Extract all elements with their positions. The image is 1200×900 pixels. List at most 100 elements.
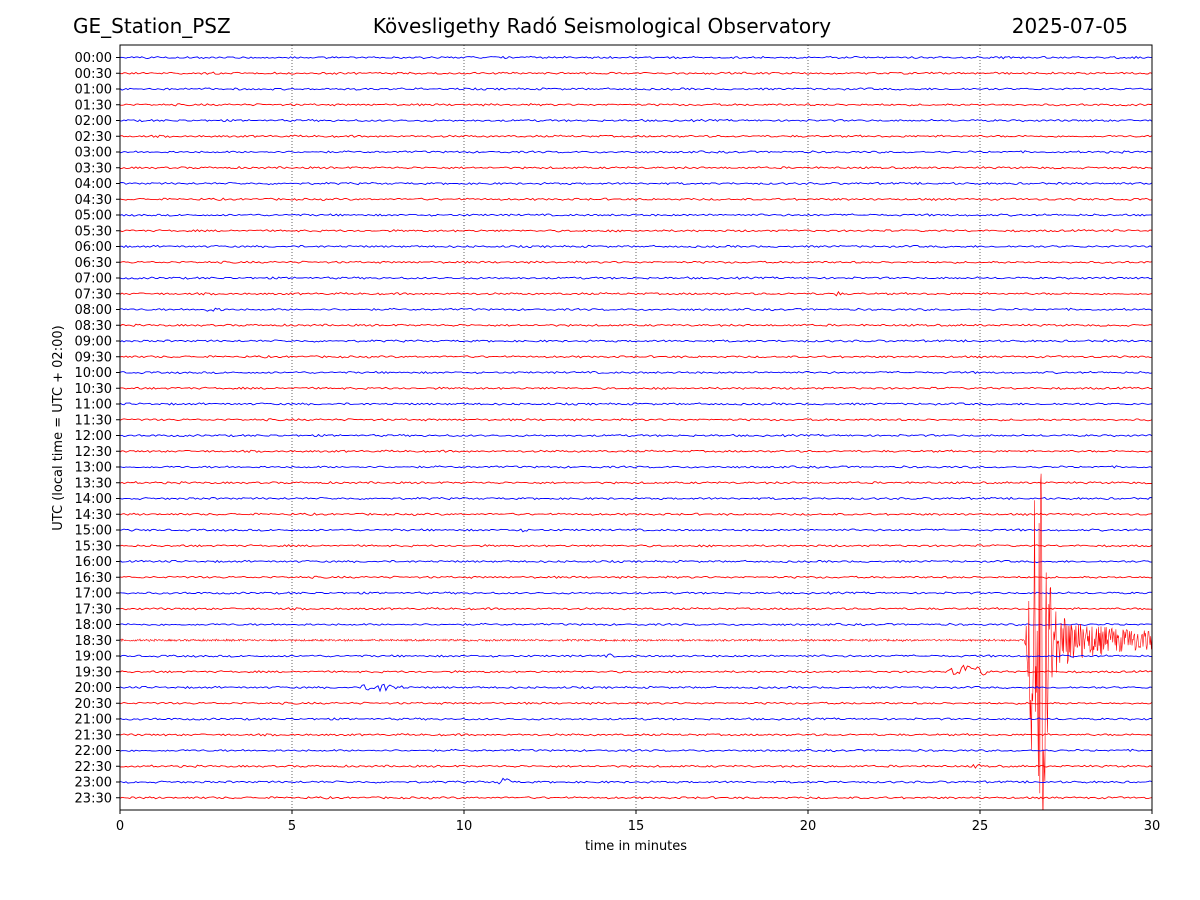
- y-tick-label: 10:30: [75, 382, 112, 397]
- x-tick-label: 10: [456, 819, 473, 834]
- trace-0300: [120, 150, 1152, 154]
- y-tick-label: 13:00: [75, 461, 112, 476]
- y-tick-label: 01:00: [75, 83, 112, 98]
- trace-1230: [120, 449, 1152, 454]
- trace-0730: [120, 290, 1152, 297]
- y-tick-label: 10:00: [75, 366, 112, 381]
- trace-0700: [120, 276, 1152, 280]
- trace-0330: [120, 166, 1152, 170]
- trace-1830: [120, 473, 1152, 810]
- y-tick-label: 05:30: [75, 224, 112, 239]
- x-tick-label: 20: [800, 819, 817, 834]
- y-tick-label: 17:00: [75, 587, 112, 602]
- trace-1330: [120, 481, 1152, 485]
- y-tick-label: 14:00: [75, 492, 112, 507]
- x-axis: 0 5 10 15 20 25 30: [116, 810, 1160, 834]
- trace-0130: [120, 103, 1152, 107]
- y-tick-label: 04:30: [75, 193, 112, 208]
- trace-1000: [120, 370, 1152, 375]
- trace-1530: [120, 544, 1152, 548]
- y-tick-label: 12:00: [75, 429, 112, 444]
- y-tick-label: 08:30: [75, 319, 112, 334]
- y-tick-label: 23:30: [75, 791, 112, 806]
- y-tick-label: 14:30: [75, 508, 112, 523]
- trace-2100: [120, 717, 1152, 721]
- y-tick-label: 18:00: [75, 618, 112, 633]
- y-tick-label: 04:00: [75, 177, 112, 192]
- y-tick-label: 02:00: [75, 114, 112, 129]
- y-tick-label: 21:00: [75, 713, 112, 728]
- trace-1600: [120, 559, 1152, 564]
- trace-0030: [120, 71, 1152, 75]
- y-tick-label: 12:30: [75, 445, 112, 460]
- y-tick-label: 09:30: [75, 350, 112, 365]
- trace-1300: [120, 465, 1152, 469]
- x-tick-label: 25: [972, 819, 989, 834]
- chart-title: Kövesligethy Radó Seismological Observat…: [372, 14, 832, 38]
- y-axis: 00:0000:3001:0001:3002:0002:3003:0003:30…: [75, 51, 120, 806]
- trace-2200: [120, 748, 1152, 753]
- trace-group: [120, 55, 1152, 810]
- y-tick-label: 18:30: [75, 634, 112, 649]
- trace-0600: [120, 244, 1152, 249]
- y-tick-label: 00:00: [75, 51, 112, 66]
- y-tick-label: 16:00: [75, 555, 112, 570]
- trace-1130: [120, 418, 1152, 422]
- trace-0100: [120, 87, 1152, 91]
- y-tick-label: 22:30: [75, 760, 112, 775]
- trace-1730: [120, 607, 1152, 611]
- y-tick-label: 08:00: [75, 303, 112, 318]
- y-tick-label: 21:30: [75, 728, 112, 743]
- y-tick-label: 19:30: [75, 665, 112, 680]
- trace-1630: [120, 575, 1152, 579]
- trace-1100: [120, 402, 1152, 406]
- y-tick-label: 05:00: [75, 209, 112, 224]
- y-tick-label: 16:30: [75, 571, 112, 586]
- trace-0000: [120, 55, 1152, 60]
- trace-0900: [120, 339, 1152, 343]
- y-tick-label: 09:00: [75, 335, 112, 350]
- y-tick-label: 06:00: [75, 240, 112, 255]
- trace-2130: [120, 733, 1152, 737]
- y-tick-label: 22:00: [75, 744, 112, 759]
- trace-0230: [120, 134, 1152, 139]
- trace-1430: [120, 512, 1152, 516]
- trace-0830: [120, 323, 1152, 327]
- y-tick-label: 00:30: [75, 67, 112, 82]
- y-tick-label: 02:30: [75, 130, 112, 145]
- trace-1930: [120, 664, 1152, 676]
- y-tick-label: 11:30: [75, 413, 112, 428]
- y-tick-label: 03:00: [75, 146, 112, 161]
- y-tick-label: 07:30: [75, 287, 112, 302]
- trace-2030: [120, 701, 1152, 705]
- station-title: GE_Station_PSZ: [73, 14, 231, 38]
- trace-2330: [120, 795, 1152, 800]
- trace-1700: [120, 591, 1152, 595]
- trace-2000: [120, 683, 1152, 693]
- y-tick-label: 07:00: [75, 272, 112, 287]
- y-tick-label: 11:00: [75, 398, 112, 413]
- trace-0200: [120, 118, 1152, 123]
- x-axis-label: time in minutes: [585, 839, 687, 854]
- x-tick-label: 30: [1144, 819, 1161, 834]
- y-tick-label: 23:00: [75, 776, 112, 791]
- trace-0430: [120, 197, 1152, 201]
- trace-0800: [120, 307, 1152, 312]
- trace-1030: [120, 386, 1152, 390]
- trace-0530: [120, 229, 1152, 233]
- y-tick-label: 19:00: [75, 650, 112, 665]
- trace-0930: [120, 354, 1152, 359]
- y-tick-label: 20:00: [75, 681, 112, 696]
- date-title: 2025-07-05: [1011, 14, 1128, 38]
- trace-2230: [120, 763, 1152, 769]
- trace-1900: [120, 653, 1152, 659]
- vertical-grid: [291, 45, 981, 810]
- y-tick-label: 06:30: [75, 256, 112, 271]
- trace-2300: [120, 777, 1152, 785]
- x-tick-label: 5: [288, 819, 296, 834]
- trace-1400: [120, 496, 1152, 501]
- y-tick-label: 15:30: [75, 539, 112, 554]
- y-tick-label: 03:30: [75, 161, 112, 176]
- trace-1500: [120, 528, 1152, 533]
